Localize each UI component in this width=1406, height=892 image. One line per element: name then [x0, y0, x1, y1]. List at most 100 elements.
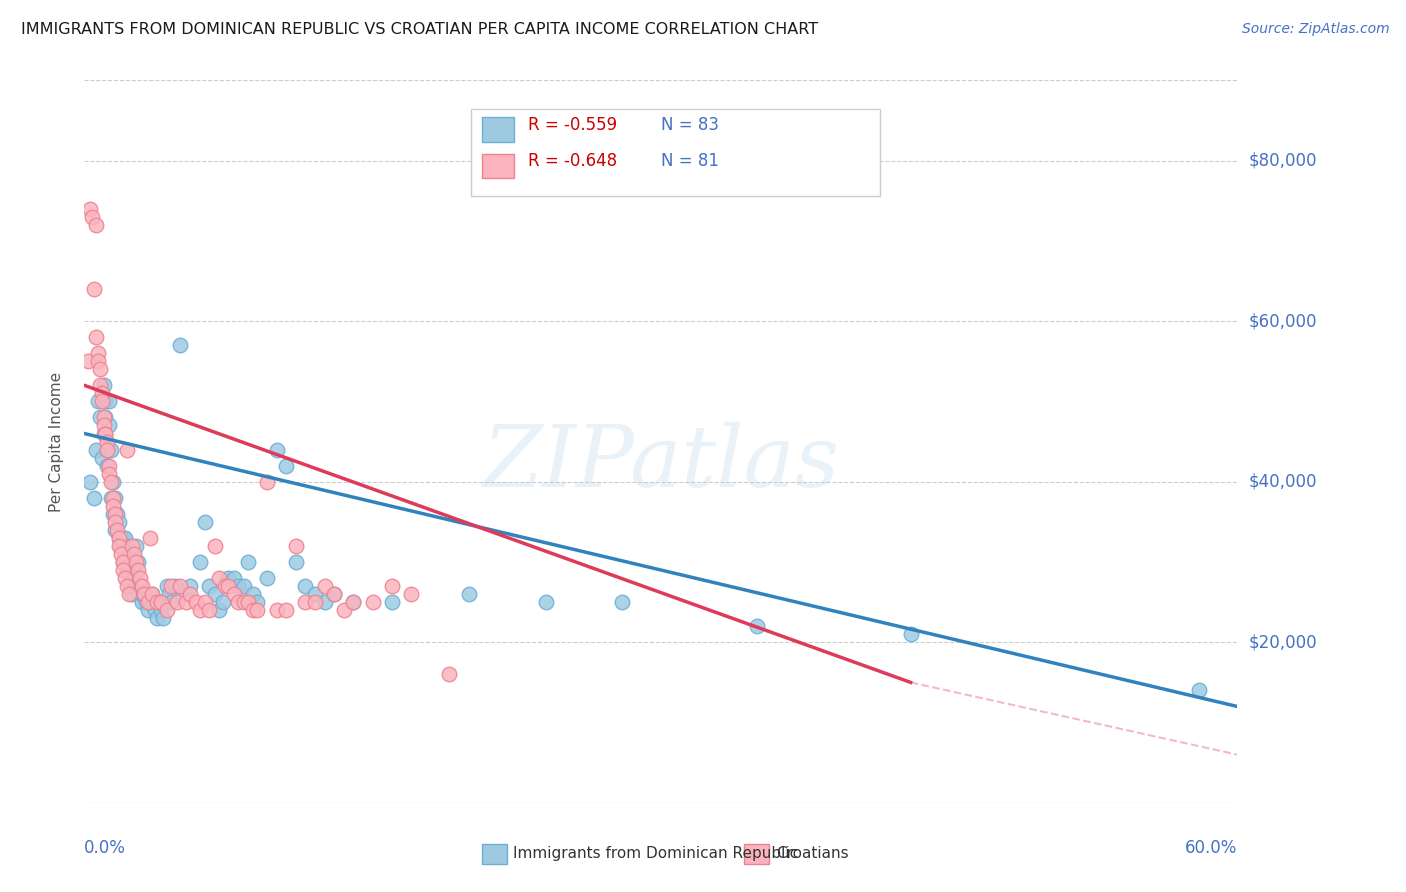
Text: $40,000: $40,000 [1249, 473, 1317, 491]
Point [114, 531, 136, 545]
Point [108, 515, 131, 529]
Point [100, 442, 122, 457]
Point [208, 571, 231, 585]
Point [242, 603, 264, 617]
Point [108, 531, 131, 545]
Point [198, 579, 221, 593]
Point [156, 603, 179, 617]
Point [111, 555, 134, 569]
Y-axis label: Per Capita Income: Per Capita Income [49, 371, 63, 512]
Point [141, 587, 163, 601]
Text: Source: ZipAtlas.com: Source: ZipAtlas.com [1241, 22, 1389, 37]
Point [342, 595, 364, 609]
Point [121, 571, 143, 585]
Point [342, 595, 364, 609]
Point [90, 450, 112, 465]
Point [224, 587, 246, 601]
Point [94, 394, 117, 409]
Point [266, 442, 288, 457]
Point [104, 523, 127, 537]
Point [148, 595, 170, 609]
Point [114, 547, 136, 561]
Point [129, 579, 152, 593]
Point [111, 555, 134, 569]
Point [77, 354, 100, 368]
Point [84, 330, 107, 344]
Point [120, 579, 142, 593]
Point [150, 595, 173, 609]
Text: N = 83: N = 83 [661, 116, 718, 134]
Point [96, 458, 118, 473]
Point [104, 507, 127, 521]
Text: 0.0%: 0.0% [84, 838, 127, 857]
Point [125, 555, 148, 569]
Point [117, 587, 139, 601]
Point [111, 531, 134, 545]
Text: IMMIGRANTS FROM DOMINICAN REPUBLIC VS CROATIAN PER CAPITA INCOME CORRELATION CHA: IMMIGRANTS FROM DOMINICAN REPUBLIC VS CR… [21, 22, 818, 37]
Point [93, 418, 115, 433]
Point [103, 507, 124, 521]
Point [96, 442, 118, 457]
Point [381, 579, 404, 593]
Point [294, 595, 316, 609]
Point [83, 491, 105, 505]
Point [224, 571, 246, 585]
Point [108, 539, 131, 553]
Point [304, 587, 326, 601]
Point [188, 555, 211, 569]
Point [100, 491, 122, 505]
Point [266, 603, 288, 617]
Point [232, 595, 254, 609]
Point [194, 595, 217, 609]
Point [146, 611, 169, 625]
Point [87, 354, 110, 368]
Point [104, 491, 127, 505]
Text: R = -0.648: R = -0.648 [529, 153, 617, 170]
Point [745, 619, 768, 633]
Point [188, 603, 211, 617]
Point [121, 539, 143, 553]
Point [138, 531, 160, 545]
Point [115, 442, 138, 457]
Point [157, 587, 180, 601]
Point [276, 458, 298, 473]
FancyBboxPatch shape [471, 109, 880, 196]
Point [256, 475, 278, 489]
Point [98, 394, 121, 409]
Point [198, 603, 221, 617]
Point [226, 579, 249, 593]
Point [142, 595, 165, 609]
Point [204, 539, 226, 553]
Point [89, 378, 111, 392]
Point [98, 458, 121, 473]
Point [169, 338, 191, 352]
Point [246, 595, 269, 609]
Point [100, 475, 122, 489]
Point [84, 218, 107, 232]
Point [284, 539, 307, 553]
Point [361, 595, 384, 609]
Point [184, 595, 207, 609]
FancyBboxPatch shape [482, 844, 508, 864]
Point [236, 555, 259, 569]
Point [105, 523, 128, 537]
Point [111, 563, 134, 577]
Point [612, 595, 634, 609]
Point [166, 595, 188, 609]
Point [114, 571, 136, 585]
Point [79, 202, 101, 216]
Point [80, 210, 103, 224]
Text: $80,000: $80,000 [1249, 152, 1317, 169]
Point [105, 507, 128, 521]
Point [104, 515, 127, 529]
Point [323, 587, 346, 601]
Point [93, 426, 115, 441]
Point [457, 587, 479, 601]
Point [93, 410, 115, 425]
Point [256, 571, 278, 585]
Point [115, 563, 138, 577]
Point [156, 579, 179, 593]
Point [1188, 683, 1211, 698]
Point [96, 442, 118, 457]
Point [163, 579, 186, 593]
